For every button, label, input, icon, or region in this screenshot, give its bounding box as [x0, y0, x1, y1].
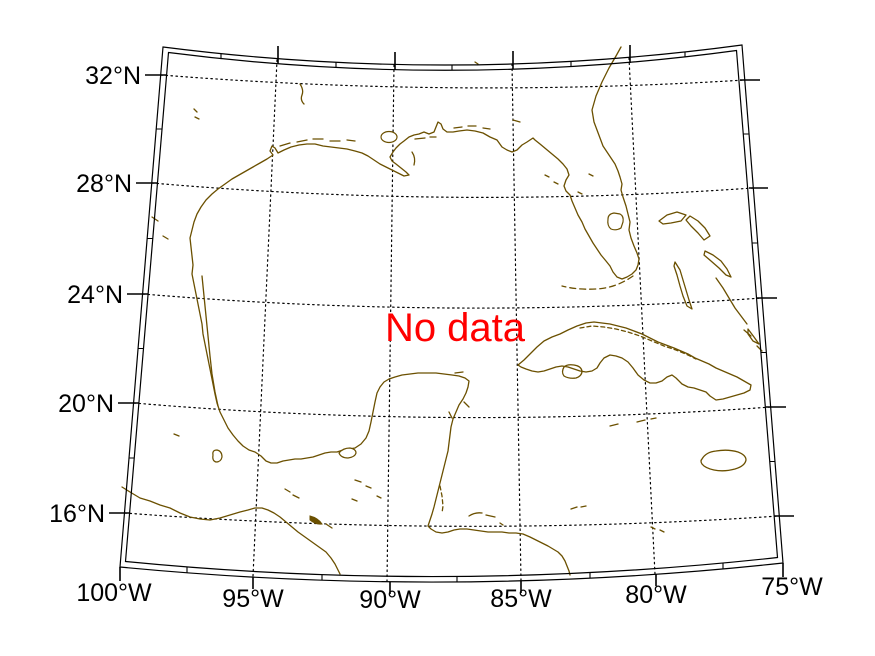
lat-gridline-24n — [142, 293, 763, 309]
lon-label-90w: 90°W — [359, 586, 421, 614]
coastline-cuba — [517, 321, 752, 401]
divider — [129, 128, 162, 459]
lat-ticks-left — [109, 74, 166, 514]
abaco — [685, 215, 711, 241]
lat-label-28n: 28°N — [76, 170, 132, 198]
map-frame — [109, 44, 794, 594]
coastline-cayman-islands — [609, 417, 657, 427]
chandeleur-islands — [411, 151, 416, 166]
coastline-isla-juventud — [561, 364, 583, 379]
lon-gridline-90w — [386, 64, 395, 582]
cozumel-island — [448, 371, 470, 419]
coastline-florida-keys — [561, 275, 634, 290]
coastline-jamaica — [700, 449, 747, 472]
lat-gridline-16n — [124, 512, 780, 527]
divider — [186, 563, 724, 582]
lon-gridline-95w — [252, 59, 278, 577]
laguna-alvarado — [212, 449, 223, 463]
lat-label-16n: 16°N — [49, 500, 105, 528]
frame-inner — [124, 49, 779, 578]
grand-bahama — [658, 211, 687, 225]
lake-pontchartrain — [380, 130, 398, 144]
frame-dividers — [129, 51, 775, 582]
lon-label-85w: 85°W — [490, 585, 552, 613]
lon-ticks-bottom — [119, 563, 784, 594]
lon-label-95w: 95°W — [222, 585, 284, 613]
axis-labels: 32°N 28°N 24°N 20°N 16°N 100°W 95°W 90°W… — [49, 62, 823, 614]
lat-gridline-20n — [133, 402, 772, 419]
belize-cays — [439, 485, 444, 514]
divider — [743, 133, 775, 463]
lon-label-75w: 75°W — [761, 573, 823, 601]
lat-label-24n: 24°N — [67, 281, 123, 309]
lon-ticks-top — [277, 45, 631, 70]
lon-gridline-80w — [628, 57, 656, 575]
eleuthera — [703, 250, 732, 278]
laguna-de-terminos — [338, 447, 357, 459]
exuma-chain — [715, 277, 748, 325]
lake-okeechobee — [607, 212, 624, 231]
coastline-cuba-cays — [579, 325, 697, 360]
lon-label-100w: 100°W — [76, 579, 152, 607]
coastline-bahamas — [658, 211, 763, 352]
lat-label-32n: 32°N — [85, 62, 141, 90]
texas-barrier-islands — [201, 275, 219, 407]
no-data-label: No data — [385, 306, 526, 350]
andros — [673, 261, 693, 310]
long-island — [747, 328, 760, 345]
lat-gridline-32n — [160, 74, 746, 89]
coastline-pacific-mexico — [121, 486, 341, 575]
lon-label-80w: 80°W — [625, 581, 687, 609]
guatemala-highland-patch — [309, 515, 323, 525]
axis-ticks — [109, 45, 794, 594]
lat-label-20n: 20°N — [58, 390, 114, 418]
lat-gridline-28n — [151, 182, 754, 198]
lat-ticks-right — [740, 79, 794, 517]
bay-islands — [468, 505, 665, 533]
divider — [220, 51, 686, 71]
lon-gridline-85w — [511, 63, 522, 581]
coastline-gulf-mainland — [189, 46, 640, 576]
gulf-barrier-islets — [279, 119, 521, 147]
